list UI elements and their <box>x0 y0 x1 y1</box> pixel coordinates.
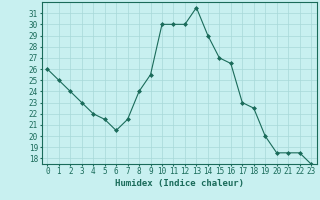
X-axis label: Humidex (Indice chaleur): Humidex (Indice chaleur) <box>115 179 244 188</box>
